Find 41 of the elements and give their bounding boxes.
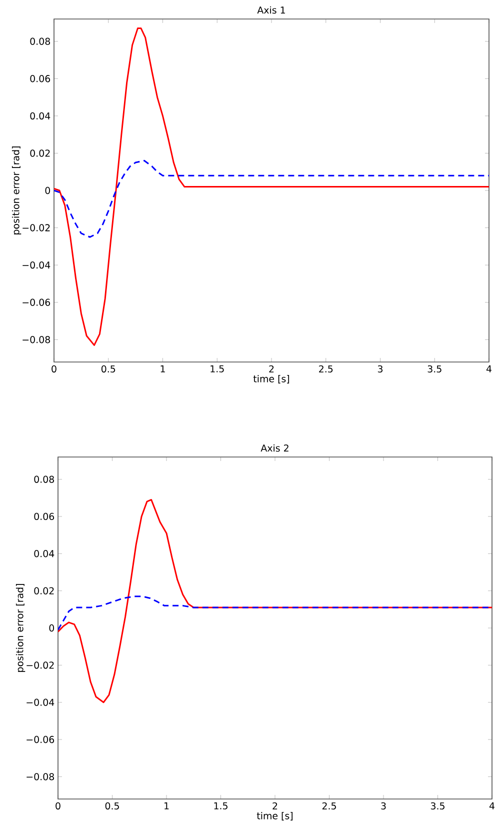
x-tick-label: 4 — [486, 365, 492, 372]
x-tick-label: 3 — [378, 365, 382, 373]
y-tick-label: −0.04 — [26, 698, 54, 706]
x-axis-title: time [s] — [253, 375, 289, 384]
x-tick-label: 3.5 — [428, 365, 442, 373]
y-tick-label: 0.02 — [34, 587, 54, 594]
y-tick-label: 0.02 — [30, 150, 50, 157]
y-tick-label: −0.06 — [26, 736, 54, 744]
x-tick-label: 2.5 — [322, 802, 336, 810]
y-tick-label: 0.08 — [34, 476, 54, 483]
x-tick-label: 2 — [272, 802, 277, 810]
y-tick-label: −0.08 — [22, 336, 50, 344]
y-tick-label: 0.06 — [30, 75, 50, 82]
x-tick-label: 2 — [269, 365, 274, 372]
y-tick-label: −0.02 — [22, 224, 50, 232]
y-tick-label: 0.04 — [30, 112, 50, 120]
x-tick-label: 1 — [164, 802, 169, 810]
x-tick-label: 4 — [489, 802, 494, 810]
x-tick-label: 0 — [56, 802, 60, 810]
x-tick-label: 1 — [160, 365, 165, 372]
y-tick-label: 0.04 — [34, 550, 54, 558]
y-tick-label: 0 — [45, 186, 50, 194]
x-tick-label: 2.5 — [318, 365, 332, 373]
y-tick-label: 0 — [49, 624, 54, 632]
y-tick-label: −0.04 — [22, 261, 50, 269]
x-axis-title: time [s] — [256, 812, 292, 820]
x-tick-label: 1.5 — [214, 802, 228, 810]
x-tick-label: 0.5 — [105, 802, 119, 810]
chart-title: Axis 2 — [260, 444, 288, 452]
y-tick-label: 0.08 — [30, 38, 50, 45]
y-tick-label: −0.08 — [26, 773, 54, 780]
y-axis-title: position error [rad] — [12, 146, 22, 234]
y-tick-label: −0.02 — [26, 662, 54, 669]
x-tick-label: 1.5 — [210, 365, 224, 372]
y-axis-title: position error [rad] — [16, 584, 26, 672]
y-tick-label: 0.06 — [34, 512, 54, 520]
x-tick-label: 0.5 — [101, 365, 115, 373]
x-tick-label: 3.5 — [430, 802, 444, 810]
x-tick-label: 3 — [381, 802, 386, 810]
y-tick-label: −0.06 — [22, 298, 50, 306]
chart-title: Axis 1 — [257, 6, 285, 14]
